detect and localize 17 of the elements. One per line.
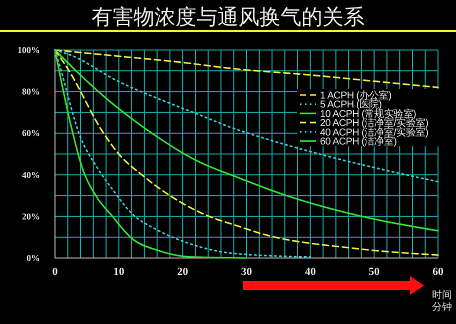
y-tick-label: 100% bbox=[18, 45, 40, 55]
x-tick-label: 10 bbox=[113, 266, 125, 278]
x-tick-label: 30 bbox=[241, 266, 252, 278]
x-tick-label: 40 bbox=[304, 266, 316, 278]
x-tick-label: 0 bbox=[52, 266, 58, 278]
y-tick-label: 80% bbox=[22, 86, 40, 97]
x-tick-label: 20 bbox=[177, 266, 189, 278]
legend-label: 60 ACPH (洁净室) bbox=[320, 136, 397, 148]
x-axis-title: 时间分钟 bbox=[432, 289, 452, 313]
x-tick-label: 60 bbox=[432, 266, 444, 278]
x-tick-label: 50 bbox=[368, 266, 380, 278]
y-tick-label: 0% bbox=[26, 253, 40, 263]
y-tick-label: 40% bbox=[22, 170, 40, 180]
y-tick-label: 60% bbox=[22, 128, 40, 138]
chart-title: 有害物浓度与通风换气的关系 bbox=[92, 5, 364, 29]
legend-label: 1 ACPH (办公室) bbox=[320, 90, 392, 102]
y-tick-label: 20% bbox=[22, 211, 40, 222]
